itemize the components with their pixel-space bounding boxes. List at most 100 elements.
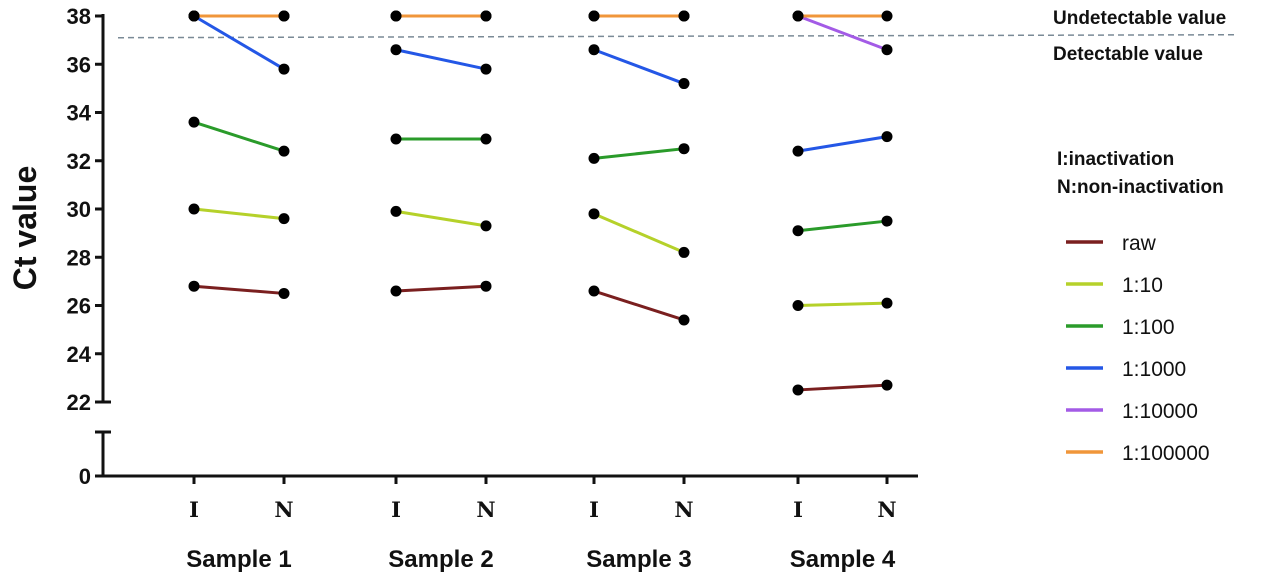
- legend: raw 1:10 1:100 1:1000 1:10000 1:100000: [1066, 232, 1210, 465]
- y-tick-label: 30: [67, 197, 91, 222]
- legend-note: I:inactivation N:non-inactivation: [1057, 149, 1224, 198]
- points-1-1000: [188, 10, 893, 157]
- data-point: [278, 63, 290, 75]
- y-axis-label: Ct value: [7, 166, 43, 290]
- data-point: [188, 280, 200, 292]
- x-category-label: N: [476, 497, 495, 522]
- threshold: Undetectable value Detectable value: [117, 8, 1239, 65]
- data-point: [792, 225, 804, 237]
- points-1-10000: [188, 10, 893, 56]
- series-line: [593, 48, 685, 85]
- x-category-label: N: [274, 497, 293, 522]
- x-category-label: N: [674, 497, 693, 522]
- series-1-10000: [194, 14, 888, 52]
- series-line: [193, 284, 285, 295]
- data-point: [278, 10, 290, 22]
- data-point: [480, 280, 492, 292]
- y-tick-label: 26: [67, 294, 91, 319]
- data-point: [480, 133, 492, 145]
- data-point: [881, 10, 893, 22]
- data-point: [881, 215, 893, 227]
- axes: 0 22 24 26 28 30 32 34 36 38 I N Sample 1 I N Sample 2 I…: [67, 4, 918, 573]
- data-point: [881, 379, 893, 391]
- series-line: [395, 209, 487, 228]
- points-1-10: [188, 203, 893, 311]
- data-point: [390, 133, 402, 145]
- x-category-label: I: [189, 497, 199, 522]
- y-tick-label: 34: [67, 101, 92, 126]
- x-category-label: I: [589, 497, 599, 522]
- series-line: [593, 212, 685, 254]
- y-tick-label: 32: [67, 149, 91, 174]
- data-point: [678, 246, 690, 258]
- series-line: [797, 135, 888, 153]
- data-point: [390, 10, 402, 22]
- series-raw: [193, 284, 888, 392]
- points-raw: [188, 280, 893, 396]
- y-tick-label: 38: [67, 4, 91, 29]
- legend-label: 1:100000: [1122, 442, 1210, 465]
- undetectable-label: Undetectable value: [1053, 8, 1226, 29]
- data-point: [390, 285, 402, 297]
- x-category-label: I: [391, 497, 401, 522]
- x-group-label: Sample 4: [790, 546, 896, 573]
- y-tick-label: 28: [67, 245, 91, 270]
- data-point: [678, 10, 690, 22]
- legend-label: 1:1000: [1122, 358, 1186, 381]
- data-point: [881, 44, 893, 56]
- series-line: [797, 301, 888, 307]
- y-tick-label: 22: [67, 390, 91, 415]
- series-line: [593, 289, 685, 322]
- points-1-100: [188, 116, 893, 237]
- legend-label: 1:100: [1122, 316, 1175, 339]
- x-category-label: N: [877, 497, 896, 522]
- data-point: [480, 63, 492, 75]
- data-point: [678, 143, 690, 155]
- series-1-100: [193, 120, 888, 233]
- series-line: [797, 219, 888, 233]
- x-group-label: Sample 2: [388, 546, 493, 573]
- data-point: [588, 285, 600, 297]
- data-point: [188, 10, 200, 22]
- legend-label: 1:10: [1122, 274, 1163, 297]
- data-point: [588, 208, 600, 220]
- data-point: [792, 300, 804, 311]
- legend-label: 1:10000: [1122, 400, 1198, 423]
- data-point: [480, 10, 492, 22]
- data-point: [480, 220, 492, 232]
- data-point: [188, 116, 200, 128]
- y-tick-label: 24: [67, 342, 92, 367]
- data-point: [278, 287, 290, 299]
- y-tick-label: 0: [79, 464, 91, 489]
- data-point: [588, 152, 600, 164]
- data-point: [188, 203, 200, 215]
- data-point: [792, 10, 804, 22]
- series-line: [193, 14, 285, 71]
- x-category-label: I: [793, 497, 803, 522]
- data-point: [390, 44, 402, 56]
- threshold-line: [117, 33, 1239, 39]
- data-point: [678, 314, 690, 326]
- series-line: [395, 284, 487, 293]
- points-1-100000: [188, 10, 893, 22]
- series-1-1000: [193, 14, 888, 153]
- data-point: [588, 10, 600, 22]
- data-point: [881, 131, 893, 143]
- note-inactivation: I:inactivation: [1057, 149, 1174, 170]
- data-point: [678, 78, 690, 90]
- data-point: [390, 205, 402, 217]
- y-tick-label: 36: [67, 52, 91, 77]
- series-line: [797, 14, 888, 52]
- series-layer: [188, 10, 893, 396]
- series-1-10: [193, 207, 888, 307]
- x-group-label: Sample 3: [586, 546, 691, 573]
- series-line: [193, 120, 285, 153]
- series-line: [193, 207, 285, 221]
- data-point: [792, 384, 804, 396]
- data-point: [278, 145, 290, 157]
- legend-label: raw: [1122, 232, 1157, 255]
- data-point: [881, 297, 893, 309]
- series-line: [395, 48, 487, 71]
- series-line: [797, 383, 888, 392]
